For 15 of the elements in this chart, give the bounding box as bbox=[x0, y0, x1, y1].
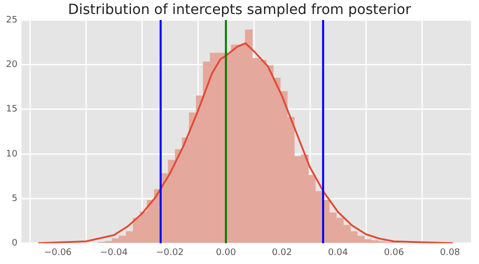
x-tick-label: −0.02 bbox=[156, 248, 184, 258]
x-tick-label: 0.00 bbox=[216, 248, 236, 258]
y-tick-label: 25 bbox=[6, 15, 18, 26]
chart-title: Distribution of intercepts sampled from posterior bbox=[68, 2, 411, 18]
y-tick-label: 15 bbox=[6, 104, 18, 115]
x-tick-label: −0.04 bbox=[100, 248, 128, 258]
y-tick-label: 10 bbox=[6, 149, 18, 160]
y-tick-label: 0 bbox=[12, 238, 18, 249]
x-tick-label: 0.08 bbox=[440, 248, 460, 258]
x-tick-label: 0.06 bbox=[384, 248, 404, 258]
x-tick-label: −0.06 bbox=[44, 248, 72, 258]
x-tick-label: 0.02 bbox=[272, 248, 292, 258]
x-tick-label: 0.04 bbox=[328, 248, 348, 258]
y-tick-label: 20 bbox=[6, 60, 18, 70]
y-tick-label: 5 bbox=[12, 194, 18, 204]
